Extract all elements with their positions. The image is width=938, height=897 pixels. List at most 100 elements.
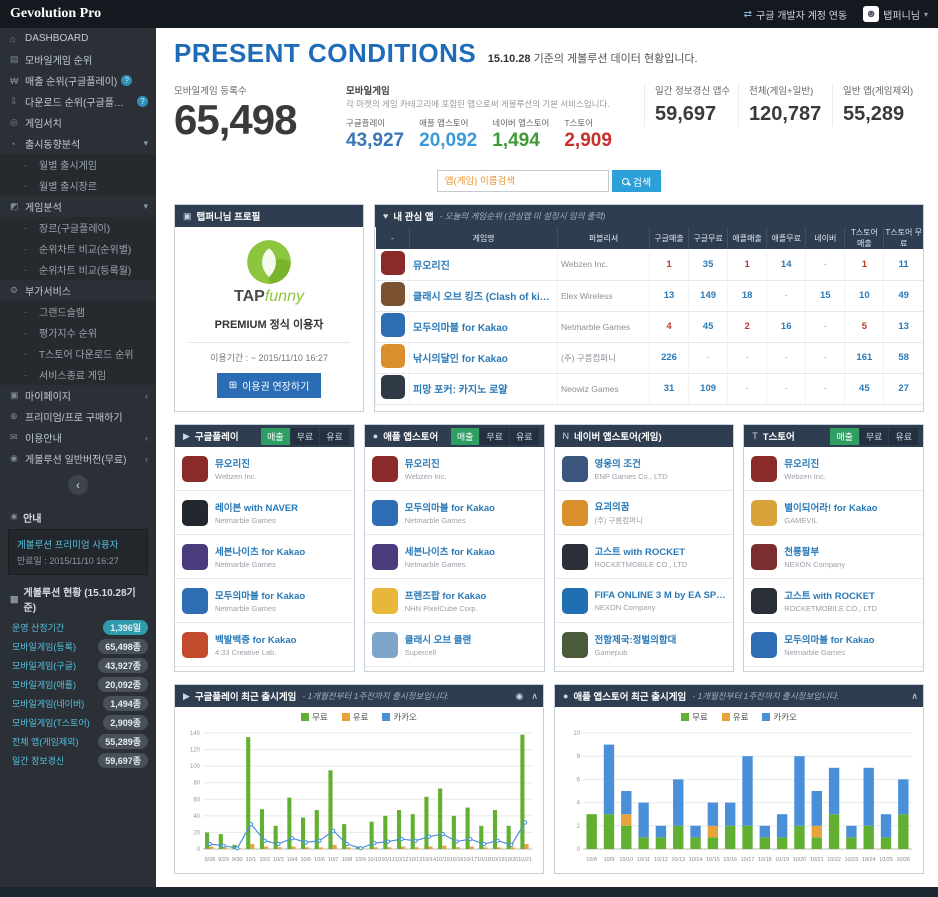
game-name[interactable]: 고스트 with ROCKET — [784, 591, 875, 603]
game-name[interactable]: 프렌즈팝 for Kakao — [404, 591, 487, 603]
ranking-item[interactable]: 클래시 오브 클랜 Supercell — [364, 623, 544, 668]
ranking-item[interactable]: 영웅의 조건 ENP Games Co., LTD — [554, 447, 734, 492]
ranking-item[interactable]: 천룡팔부 NEXON Company — [744, 535, 923, 580]
watchlist-row[interactable]: 피망 포커: 카지노 로얄 Neowiz Games 31 109- - -45 27 — [375, 373, 923, 405]
game-name[interactable]: 요괴의꿈 — [594, 502, 630, 514]
game-name[interactable]: 고스트 with ROCKET — [594, 547, 686, 559]
ranking-item[interactable]: 모두의마블 for Kakao Netmarble Games — [744, 623, 923, 668]
ranking-item[interactable]: 세븐나이츠 for Kakao Netmarble Games — [175, 535, 354, 580]
sidebar-item[interactable]: · 평가지수 순위 — [0, 322, 156, 343]
tab-유료[interactable]: 유료 — [320, 427, 349, 445]
ranking-item[interactable]: 고스트 with ROCKET ROCKETMOBILE CO., LTD — [554, 535, 734, 580]
sidebar-item[interactable]: · 순위차트 비교(순위별) — [0, 238, 156, 259]
sidebar-item[interactable]: · 월별 출시장르 — [0, 175, 156, 196]
ranking-item[interactable]: FIFA ONLINE 3 M by EA SPORTS™NEXON Compa… — [554, 579, 734, 624]
watchlist-row[interactable]: 뮤오리진 Webzen Inc. 1 35 1 14-1 11 — [375, 249, 923, 281]
game-name[interactable]: 레이븐 with NAVER — [215, 503, 299, 515]
sidebar-item[interactable]: · 장르(구글플레이) — [0, 217, 156, 238]
help-icon[interactable]: ? — [137, 96, 148, 107]
watchlist-table: - 게임명 퍼블리셔 구글매출 구글무료 애플매출 애플무료 네이버 T스토어 매출 T스토어 무… — [375, 227, 923, 405]
ranking-item[interactable]: 세븐나이츠 for Kakao Netmarble Games — [364, 535, 544, 580]
sidebar-collapse-button[interactable]: ‹ — [68, 475, 88, 495]
game-name[interactable]: 세븐나이츠 for Kakao — [215, 547, 306, 559]
page-title: PRESENT CONDITIONS — [174, 38, 477, 68]
game-name[interactable]: 모두의마블 for Kakao — [784, 635, 875, 647]
sidebar-item[interactable]: ◩ 게임분석 ▾ — [0, 196, 156, 217]
sidebar-item[interactable]: ◎ 게임서치 — [0, 112, 156, 133]
tab-무료[interactable]: 무료 — [859, 427, 889, 445]
sidebar-item[interactable]: · T스토어 다운로드 순위 — [0, 343, 156, 364]
sidebar-item[interactable]: ₩ 매출 순위(구글플레이)? — [0, 70, 156, 91]
game-name[interactable]: 천룡팔부 — [784, 547, 820, 559]
game-name[interactable]: 별이되어라! for Kakao — [784, 503, 878, 515]
sidebar-item[interactable]: ◉ 게볼루션 일반버전(무료) ‹ — [0, 448, 156, 469]
game-name[interactable]: 뮤오리진 — [784, 459, 820, 471]
ranking-item[interactable]: 요괴의꿈 (주) 구름컴퍼니 — [554, 491, 734, 536]
svg-text:20: 20 — [193, 830, 200, 836]
ranking-item[interactable]: 모두의마블 for Kakao Netmarble Games — [364, 491, 544, 536]
game-name[interactable]: 뮤오리진 — [409, 249, 558, 281]
tab-유료[interactable]: 유료 — [509, 427, 539, 445]
game-name[interactable]: 클래시 오브 클랜 — [404, 635, 472, 647]
sidebar-item[interactable]: ✉ 이용안내 ‹ — [0, 427, 156, 448]
watchlist-row[interactable]: 클래시 오브 킹즈 (Clash of kings) Elex Wireless 1… — [375, 280, 923, 312]
watchlist-row[interactable]: 모두의마블 for Kakao Netmarble Games 4 45 2 16-5 13 — [375, 311, 923, 343]
game-name[interactable]: 영웅의 조건 — [594, 459, 641, 471]
game-name[interactable]: 모두의마블 for Kakao — [409, 311, 558, 343]
google-developer-link[interactable]: ⇄ 구글 개발자 계정 연동 — [744, 7, 848, 22]
game-name[interactable]: FIFA ONLINE 3 M by EA SPORTS™ — [594, 589, 727, 601]
sidebar-item[interactable]: ◔ 출시동향분석 ▾ — [0, 133, 156, 154]
ranking-item[interactable]: 모두의마블 for Kakao Netmarble Games — [175, 579, 354, 624]
tab-매출[interactable]: 매출 — [261, 427, 290, 445]
tab-무료[interactable]: 무료 — [290, 427, 320, 445]
ranking-item[interactable]: 전함제국:정벌의함대 Gamepub — [554, 623, 734, 668]
game-name[interactable]: 낚시의달인 for Kakao — [409, 342, 558, 374]
help-icon[interactable]: ? — [121, 75, 133, 86]
app-logo[interactable]: Gevolution Pro — [10, 6, 102, 21]
sidebar-item[interactable]: · 월별 출시게임 — [0, 154, 156, 175]
extend-membership-button[interactable]: ⊞ 이용권 연장하기 — [216, 373, 322, 399]
store-stat: 애플 앱스토어 20,092 — [419, 117, 477, 152]
ranking-item[interactable]: 뮤오리진 Webzen Inc. — [744, 447, 923, 492]
game-name[interactable]: 모두의마블 for Kakao — [215, 591, 306, 603]
ranking-item[interactable]: 고스트 with ROCKET ROCKETMOBILE CO., LTD — [744, 579, 923, 624]
collapse-panel-icon[interactable]: ∧ — [911, 690, 918, 701]
game-name[interactable]: 피망 포커: 카지노 로얄 — [409, 373, 558, 405]
ranking-item[interactable]: 백발백중 for Kakao 4:33 Creative Lab. — [175, 623, 354, 668]
sidebar-item[interactable]: ⊕ 프리미엄/프로 구매하기 — [0, 406, 156, 427]
svg-text:40: 40 — [193, 814, 200, 820]
tab-매출[interactable]: 매출 — [830, 427, 859, 445]
collapse-panel-icon[interactable]: ∧ — [531, 690, 538, 701]
sidebar-item[interactable]: ⌂ DASHBOARD — [0, 28, 156, 49]
ranking-item[interactable]: 뮤오리진 Webzen Inc. — [364, 447, 544, 492]
ranking-item[interactable]: 프렌즈팝 for Kakao NHN PixelCube Corp. — [364, 579, 544, 624]
watchlist-row[interactable]: 낚시의달인 for Kakao (주) 구름컴퍼니 226- - - -161 58 — [375, 342, 923, 374]
game-name[interactable]: 백발백중 for Kakao — [215, 635, 297, 647]
ranking-item[interactable]: 레이븐 with NAVER Netmarble Games — [175, 491, 354, 536]
eye-icon[interactable]: ◉ — [515, 690, 524, 701]
sidebar-item[interactable]: ▤ 모바일게임 순위 — [0, 49, 156, 70]
sidebar-item[interactable]: · 그랜드슬램 — [0, 301, 156, 322]
ranking-item[interactable]: 별이되어라! for Kakao GAMEVIL — [744, 491, 923, 536]
tab-무료[interactable]: 무료 — [480, 427, 509, 445]
search-input[interactable] — [436, 170, 609, 193]
search-button[interactable]: 검색 — [611, 170, 662, 193]
sidebar-item[interactable]: ⚙ 부가서비스 — [0, 280, 156, 301]
game-name[interactable]: 클래시 오브 킹즈 (Clash of kings) — [409, 280, 558, 312]
game-name[interactable]: 세븐나이츠 for Kakao — [404, 547, 495, 559]
chevron-left-icon: ‹ — [145, 453, 148, 464]
sidebar-item[interactable]: ▣ 마이페이지 ‹ — [0, 385, 156, 406]
sidebar-item[interactable]: ⇩ 다운로드 순위(구글플레이)? — [0, 91, 156, 112]
dashboard-icon: ⌂ — [10, 33, 16, 44]
user-menu[interactable]: ☻ 탭퍼니님 ▾ — [863, 6, 928, 22]
ranking-item[interactable]: 뮤오리진 Webzen Inc. — [175, 447, 354, 492]
game-name[interactable]: 모두의마블 for Kakao — [404, 503, 495, 515]
tab-유료[interactable]: 유료 — [889, 427, 918, 445]
game-name[interactable]: 전함제국:정벌의함대 — [594, 635, 677, 647]
game-name[interactable]: 뮤오리진 — [215, 459, 250, 471]
sidebar-item[interactable]: · 순위차트 비교(등록월) — [0, 259, 156, 280]
tab-매출[interactable]: 매출 — [450, 427, 480, 445]
publisher: Netmarble Games — [215, 604, 276, 614]
sidebar-item[interactable]: · 서비스종료 게임 — [0, 364, 156, 385]
game-name[interactable]: 뮤오리진 — [404, 459, 440, 471]
